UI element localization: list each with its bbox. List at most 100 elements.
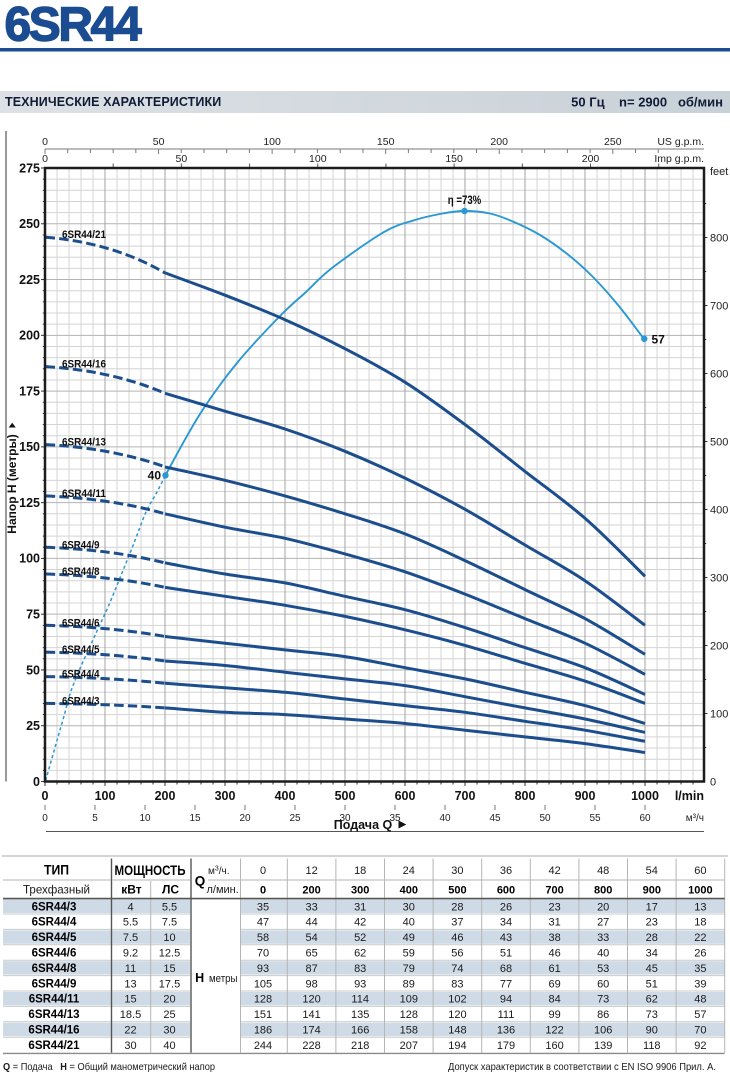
svg-text:15: 15 (124, 994, 136, 1006)
svg-text:23: 23 (646, 917, 658, 929)
svg-text:ЛС: ЛС (162, 883, 179, 897)
svg-text:25: 25 (163, 1009, 175, 1021)
svg-text:η =73%: η =73% (448, 195, 482, 207)
svg-text:34: 34 (500, 917, 512, 929)
svg-text:4: 4 (127, 901, 133, 913)
svg-text:150: 150 (445, 153, 463, 165)
svg-text:118: 118 (643, 1040, 661, 1052)
svg-text:150: 150 (377, 136, 395, 148)
svg-text:800: 800 (710, 232, 728, 244)
svg-text:9.2: 9.2 (123, 948, 138, 960)
svg-text:6SR44/9: 6SR44/9 (32, 978, 77, 990)
svg-text:0: 0 (42, 813, 48, 824)
svg-text:7.5: 7.5 (162, 917, 177, 929)
svg-text:120: 120 (302, 994, 320, 1006)
svg-text:25: 25 (26, 719, 40, 733)
svg-text:11: 11 (125, 963, 136, 975)
svg-text:900: 900 (643, 885, 661, 897)
svg-text:49: 49 (403, 932, 415, 944)
svg-text:метры: метры (209, 973, 238, 985)
svg-text:186: 186 (254, 1025, 272, 1037)
svg-text:м3/ч.: м3/ч. (208, 866, 230, 878)
svg-text:17.5: 17.5 (159, 978, 180, 990)
svg-text:100: 100 (19, 552, 40, 566)
svg-text:6SR44: 6SR44 (5, 0, 142, 52)
svg-text:18: 18 (354, 865, 366, 877)
svg-text:30: 30 (339, 813, 351, 824)
svg-text:45: 45 (646, 963, 658, 975)
svg-text:10: 10 (139, 813, 151, 824)
svg-text:H: H (195, 971, 204, 985)
svg-text:73: 73 (646, 1009, 658, 1021)
svg-text:6SR44/16: 6SR44/16 (62, 359, 106, 371)
svg-text:60: 60 (639, 813, 651, 824)
svg-text:6SR44/13: 6SR44/13 (28, 1009, 79, 1021)
svg-text:58: 58 (257, 932, 269, 944)
svg-text:55: 55 (589, 813, 601, 824)
svg-text:158: 158 (400, 1025, 418, 1037)
svg-text:МОЩНОСТЬ: МОЩНОСТЬ (115, 863, 186, 878)
svg-text:1000: 1000 (688, 885, 712, 897)
svg-text:13: 13 (124, 978, 136, 990)
svg-text:200: 200 (490, 136, 508, 148)
svg-text:60: 60 (597, 978, 609, 990)
svg-text:м³/ч: м³/ч (686, 813, 704, 824)
svg-text:70: 70 (257, 948, 269, 960)
svg-text:40: 40 (148, 469, 162, 483)
svg-text:139: 139 (594, 1040, 612, 1052)
svg-text:83: 83 (451, 978, 463, 990)
svg-text:700: 700 (545, 885, 563, 897)
svg-text:5.5: 5.5 (162, 901, 177, 913)
svg-text:106: 106 (594, 1025, 612, 1037)
svg-text:250: 250 (604, 136, 622, 148)
svg-text:feet: feet (710, 166, 728, 178)
svg-text:400: 400 (710, 504, 728, 516)
svg-text:48: 48 (597, 865, 609, 877)
svg-text:151: 151 (254, 1009, 272, 1021)
svg-text:5.5: 5.5 (123, 917, 138, 929)
svg-text:1000: 1000 (631, 789, 659, 803)
svg-text:30: 30 (124, 1040, 136, 1052)
svg-text:44: 44 (305, 917, 317, 929)
svg-text:57: 57 (694, 1009, 706, 1021)
svg-text:0: 0 (42, 153, 48, 165)
svg-text:0: 0 (33, 775, 40, 789)
svg-text:68: 68 (500, 963, 512, 975)
svg-text:Подача Q: Подача Q (334, 818, 393, 832)
svg-text:800: 800 (594, 885, 612, 897)
svg-text:28: 28 (451, 901, 463, 913)
svg-text:6SR44/8: 6SR44/8 (32, 963, 77, 975)
svg-text:500: 500 (335, 789, 356, 803)
svg-text:Допуск характеристик в соответ: Допуск характеристик в соответствии с EN… (448, 1061, 716, 1073)
svg-text:70: 70 (694, 1025, 706, 1037)
svg-text:6SR44/8: 6SR44/8 (62, 566, 100, 578)
svg-text:50: 50 (153, 136, 165, 148)
svg-text:18: 18 (694, 917, 706, 929)
svg-text:128: 128 (400, 1009, 418, 1021)
svg-text:35: 35 (694, 963, 706, 975)
svg-text:87: 87 (305, 963, 317, 975)
svg-text:48: 48 (694, 994, 706, 1006)
svg-text:54: 54 (305, 932, 317, 944)
svg-text:100: 100 (95, 789, 116, 803)
svg-text:250: 250 (19, 217, 40, 231)
svg-text:25: 25 (289, 813, 301, 824)
svg-text:300: 300 (351, 885, 369, 897)
svg-text:150: 150 (19, 440, 40, 454)
svg-text:200: 200 (710, 640, 728, 652)
svg-text:73: 73 (597, 994, 609, 1006)
svg-text:6SR44/3: 6SR44/3 (32, 901, 77, 913)
svg-text:400: 400 (400, 885, 418, 897)
svg-text:6SR44/21: 6SR44/21 (28, 1040, 80, 1052)
svg-text:244: 244 (254, 1040, 272, 1052)
svg-text:57: 57 (652, 333, 666, 347)
svg-text:42: 42 (548, 865, 560, 877)
svg-text:700: 700 (455, 789, 476, 803)
svg-text:Q: Q (195, 874, 206, 889)
svg-text:35: 35 (389, 813, 401, 824)
svg-text:50: 50 (539, 813, 551, 824)
svg-text:179: 179 (497, 1040, 515, 1052)
svg-text:40: 40 (597, 948, 609, 960)
svg-text:40: 40 (403, 917, 415, 929)
svg-text:100: 100 (309, 153, 327, 165)
